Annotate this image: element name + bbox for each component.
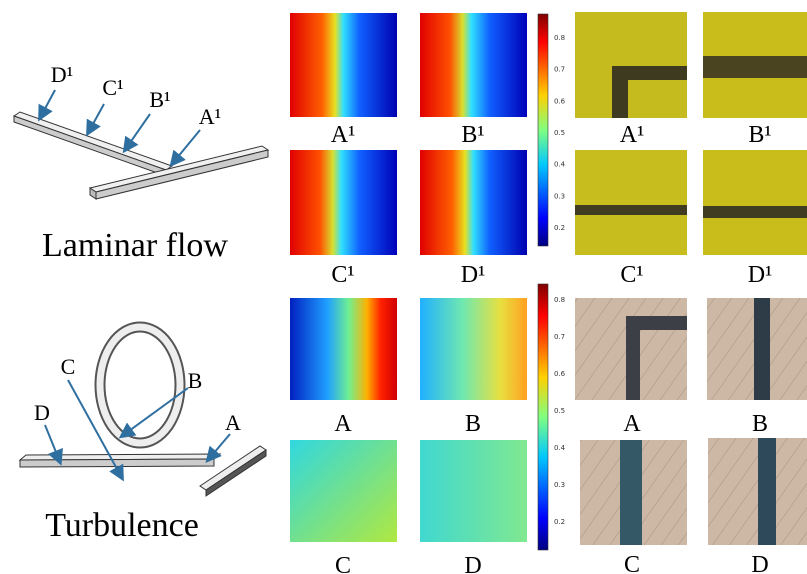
- diagram-label: C: [61, 354, 76, 379]
- panel-label: B¹: [748, 122, 771, 148]
- panel-label: D¹: [461, 262, 486, 288]
- simulation-map: [290, 13, 397, 117]
- colorbar-tick-label: 0.5: [554, 407, 565, 415]
- colorbar: [537, 283, 549, 551]
- micrographs: A¹ B¹ C¹ D¹ A B C D: [575, 12, 807, 574]
- colorbar-tick-label: 0.6: [554, 97, 566, 105]
- micrograph: [703, 150, 807, 255]
- colorbar-tick-label: 0.4: [554, 444, 566, 452]
- micrograph: [580, 440, 687, 545]
- panel-label: A: [623, 411, 641, 437]
- simulation-map: [420, 298, 527, 400]
- simulation-map: [290, 298, 397, 400]
- colorbar-tick-label: 0.8: [554, 34, 565, 42]
- micrograph: [575, 12, 687, 118]
- colorbar: [537, 13, 549, 247]
- diagram-label: B: [188, 368, 203, 393]
- panel-label: C¹: [331, 262, 354, 288]
- colorbar-tick-label: 0.3: [554, 481, 565, 489]
- colorbar-tick-label: 0.7: [554, 66, 565, 74]
- colorbar-tick-label: 0.2: [554, 518, 565, 526]
- diagram-label: A¹: [199, 104, 221, 129]
- colorbar-tick-label: 0.5: [554, 129, 565, 137]
- micrograph: [575, 298, 687, 400]
- micrograph: [703, 12, 807, 118]
- micrograph: [707, 298, 807, 400]
- turbulent-diagram: C B D A Turbulence: [18, 321, 267, 544]
- colorbar-tick-label: 0.6: [554, 370, 566, 378]
- colorbar-tick-label: 0.3: [554, 192, 565, 200]
- caption: Turbulence: [45, 507, 199, 544]
- colorbar-tick-label: 0.2: [554, 224, 565, 232]
- colorbar-tick-label: 0.4: [554, 161, 566, 169]
- panel-label: D: [751, 552, 768, 574]
- panel-label: B: [752, 411, 768, 437]
- panel-label: D¹: [748, 262, 773, 288]
- micrograph: [708, 438, 807, 545]
- panel-label: B: [465, 411, 481, 437]
- panel-label: A: [334, 411, 352, 437]
- panel-label: C: [624, 552, 640, 574]
- panel-label: C¹: [620, 262, 643, 288]
- panel-label: A¹: [620, 122, 645, 148]
- simulation-panels: A¹ B¹ C¹ D¹ A B C D 0.80.70.60.50.40.30.…: [290, 13, 566, 574]
- simulation-map: [290, 440, 397, 542]
- panel-label: D: [464, 553, 481, 574]
- laminar-diagram: D¹ C¹ B¹ A¹ Laminar flow: [12, 62, 270, 264]
- simulation-map: [420, 150, 527, 255]
- colorbar-tick-label: 0.7: [554, 333, 565, 341]
- diagram-label: B¹: [149, 87, 170, 112]
- panel-label: C: [335, 553, 351, 574]
- caption: Laminar flow: [42, 227, 228, 264]
- diagram-label: A: [225, 410, 241, 435]
- simulation-map: [420, 440, 527, 542]
- simulation-map: [420, 13, 527, 117]
- diagram-label: D¹: [51, 62, 73, 87]
- micrograph: [575, 150, 687, 255]
- panel-label: B¹: [461, 122, 484, 148]
- simulation-map: [290, 150, 397, 255]
- diagram-label: C¹: [102, 75, 123, 100]
- colorbar-ticks: 0.8 0.7 0.6 0.5 0.4 0.3 0.2 0.8 0.7 0.6 0.5 0.4 0.3 0…: [554, 34, 566, 526]
- colorbar-tick-label: 0.8: [554, 296, 565, 304]
- panel-label: A¹: [331, 122, 356, 148]
- diagram-label: D: [34, 400, 50, 425]
